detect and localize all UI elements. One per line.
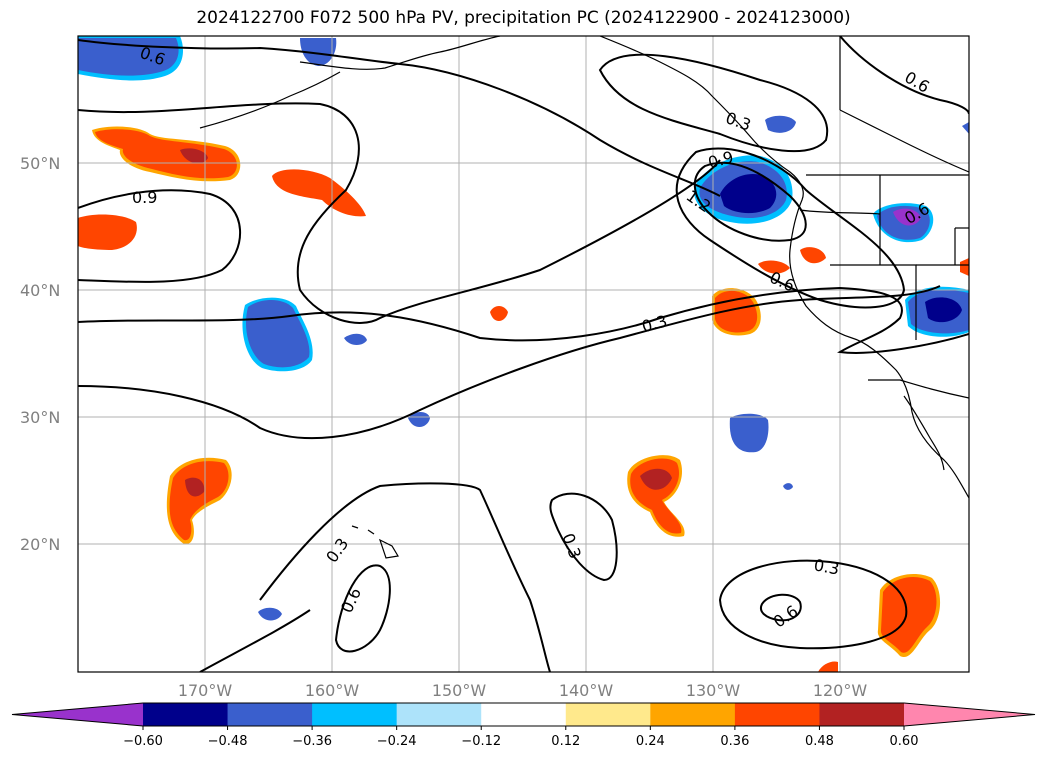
contour-label: 0.6 [901,67,933,96]
colorbar-box [312,703,398,726]
colorbar-tick-label: −0.24 [377,734,417,749]
colorbar-extend-max [904,703,1035,726]
graticule [78,36,969,672]
contour-label: 0.3 [322,534,352,566]
contour-label: 0.3 [723,108,753,135]
lon-label: 130°W [686,681,741,700]
colorbar-box [143,703,229,726]
lon-label: 140°W [559,681,614,700]
map-title: 2024122700 F072 500 hPa PV, precipitatio… [196,8,851,28]
lon-label: 160°W [305,681,360,700]
colorbar-box [396,703,482,726]
colorbar-tick-label: 0.60 [890,734,919,749]
lon-label: 150°W [432,681,487,700]
colorbar-tick-label: 0.24 [636,734,665,749]
colorbar-tick-label: −0.60 [123,734,163,749]
colorbar-box [819,703,905,726]
contour-label: 0.3 [640,311,670,336]
colorbar-box [650,703,736,726]
plot-frame [77,35,970,673]
lat-label: 20°N [20,535,60,554]
lat-label: 30°N [20,408,60,427]
pv-contours [78,36,969,672]
contour-label: 0.3 [558,531,585,561]
contour-label: 0.9 [132,188,157,207]
positive-precip-areas [78,126,969,672]
lon-label: 170°W [178,681,233,700]
colorbar-tick-label: 0.36 [720,734,749,749]
lat-label: 40°N [20,281,60,300]
negative-precip-areas [78,36,969,621]
contour-label: 0.3 [812,555,840,578]
lon-label: 120°W [813,681,868,700]
colorbar-tick-label: 0.12 [551,734,580,749]
colorbar-tick-label: −0.36 [292,734,332,749]
colorbar: −0.60 −0.48 −0.36 −0.24 −0.12 0.12 0.24 0.36 0.4… [11,702,1036,749]
colorbar-tick-label: −0.48 [208,734,248,749]
colorbar-box [565,703,651,726]
lat-label: 50°N [20,154,60,173]
coastlines [199,36,969,559]
colorbar-tick-label: −0.12 [461,734,501,749]
colorbar-tick-label: 0.48 [805,734,834,749]
contour-label: 0.6 [770,601,802,631]
map-plot-area: 0.6 0.9 0.3 0.9 1.2 0.6 0.6 0.3 0.3 0.6 … [78,36,969,672]
latitude-labels: 20°N 30°N 40°N 50°N [20,154,60,554]
colorbar-box [481,703,567,726]
colorbar-box [734,703,820,726]
longitude-labels: 170°W 160°W 150°W 140°W 130°W 120°W [178,681,868,700]
colorbar-extend-min [12,703,143,726]
colorbar-box [227,703,313,726]
